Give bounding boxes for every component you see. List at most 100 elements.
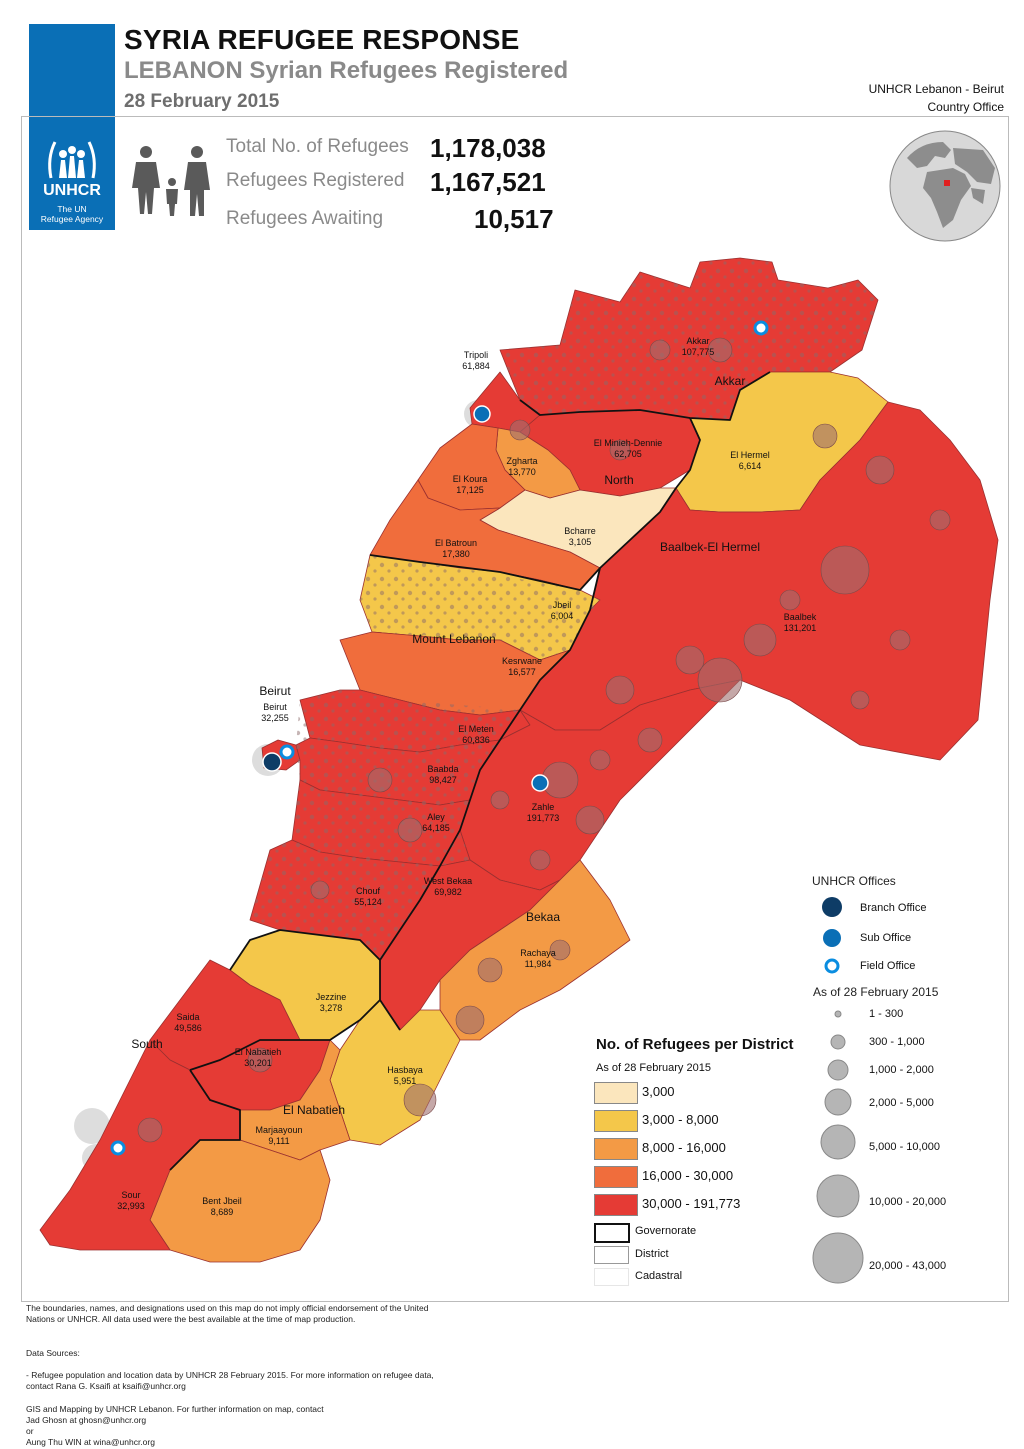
district-rachaya bbox=[439, 859, 631, 1041]
district-value: 6,004 bbox=[550, 611, 574, 621]
branch-office-label: Branch Office bbox=[860, 902, 927, 914]
district-bent-jbeil bbox=[149, 1139, 331, 1263]
family-icon bbox=[132, 146, 210, 216]
field-office-sour-icon[interactable] bbox=[110, 1140, 126, 1156]
district-label: Jbeil 6,004 bbox=[551, 600, 574, 622]
page-subtitle: LEBANON Syrian Refugees Registered bbox=[124, 57, 569, 84]
district-name: Beirut bbox=[263, 702, 287, 712]
district-label: Hasbaya 5,951 bbox=[387, 1065, 423, 1087]
district-label: West Bekaa 69,982 bbox=[424, 876, 472, 898]
district-label: El Batroun 17,380 bbox=[435, 538, 477, 560]
legend-label: 3,000 - 8,000 bbox=[642, 1112, 719, 1127]
district-name: Tripoli bbox=[463, 350, 489, 360]
district-label: El Meten 60,836 bbox=[458, 724, 494, 746]
offices-asof: As of 28 February 2015 bbox=[813, 985, 939, 999]
district-label: Baalbek 131,201 bbox=[784, 612, 817, 634]
size-class-6: 10,000 - 20,000 bbox=[869, 1196, 947, 1208]
logo-tag-1: The UN bbox=[57, 204, 87, 214]
district-value: 107,775 bbox=[681, 347, 715, 357]
district-value: 32,255 bbox=[261, 713, 289, 723]
offices-legend-title: UNHCR Offices bbox=[812, 874, 896, 888]
district-value: 62,705 bbox=[614, 449, 642, 459]
district-name: Kesrwane bbox=[501, 656, 543, 666]
district-value: 17,380 bbox=[442, 549, 470, 559]
legend-asof: As of 28 February 2015 bbox=[596, 1062, 711, 1074]
globe-inset bbox=[889, 130, 1001, 242]
field-office-beirut-icon[interactable] bbox=[279, 744, 295, 760]
sub-office-zahle-icon[interactable] bbox=[531, 774, 549, 792]
district-name: Rachaya bbox=[520, 948, 556, 958]
district-name: Bcharre bbox=[564, 526, 596, 536]
district-label: Bent Jbeil 8,689 bbox=[202, 1196, 242, 1218]
legend-title: No. of Refugees per District bbox=[596, 1036, 794, 1053]
district-label: Jezzine 3,278 bbox=[316, 992, 347, 1014]
district-swatch bbox=[594, 1246, 629, 1264]
district-label: Kesrwane 16,577 bbox=[502, 656, 542, 678]
legend-swatch bbox=[594, 1166, 638, 1188]
district-name: El Hermel bbox=[730, 450, 770, 460]
district-name: Jezzine bbox=[315, 992, 347, 1002]
district-label: Bcharre 3,105 bbox=[564, 526, 596, 548]
sub-office-label: Sub Office bbox=[860, 932, 912, 944]
unhcr-emblem-icon bbox=[48, 141, 96, 179]
field-office-akkar-icon[interactable] bbox=[753, 320, 769, 336]
district-name: Hasbaya bbox=[387, 1065, 423, 1075]
size-class-1: 1 - 300 bbox=[869, 1008, 904, 1020]
district-value: 3,105 bbox=[568, 537, 592, 547]
branch-office-beirut-icon[interactable] bbox=[262, 752, 282, 772]
district-label: Beirut 32,255 bbox=[261, 702, 289, 724]
district-label: Rachaya 11,984 bbox=[520, 948, 556, 970]
office-line-2: Country Office bbox=[927, 100, 1004, 114]
logo-tag-2: Refugee Agency bbox=[40, 214, 104, 224]
district-name: Chouf bbox=[355, 886, 381, 896]
district-label: Sour 32,993 bbox=[117, 1190, 145, 1212]
district-label: Akkar 107,775 bbox=[682, 336, 715, 358]
district-name: El Koura bbox=[452, 474, 488, 484]
sources-title: Data Sources: bbox=[26, 1348, 80, 1358]
district-value: 49,586 bbox=[174, 1023, 202, 1033]
sub-office-tripoli-icon[interactable] bbox=[473, 405, 491, 423]
size-legend-circles bbox=[812, 1010, 864, 1284]
district-name: Zgharta bbox=[506, 456, 538, 466]
lebanon-marker bbox=[944, 180, 950, 186]
legend-label: 8,000 - 16,000 bbox=[642, 1140, 726, 1155]
legend-swatch bbox=[594, 1138, 638, 1160]
district-value: 191,773 bbox=[526, 813, 560, 823]
district-label: Chouf 55,124 bbox=[354, 886, 382, 908]
district-label: El Koura 17,125 bbox=[453, 474, 488, 496]
district-name: Bent Jbeil bbox=[202, 1196, 242, 1206]
governorate-label: Governorate bbox=[635, 1225, 697, 1237]
gis-line-4: Aung Thu WIN at wina@unhcr.org bbox=[26, 1437, 155, 1447]
legend-swatch bbox=[594, 1082, 638, 1104]
field-office-icon bbox=[824, 958, 840, 974]
district-name: Baabda bbox=[427, 764, 459, 774]
district-value: 8,689 bbox=[210, 1207, 234, 1217]
cadastral-swatch bbox=[594, 1268, 629, 1286]
total-label: Total No. of Refugees bbox=[226, 136, 409, 157]
district-value: 3,278 bbox=[319, 1003, 343, 1013]
district-name: Jbeil bbox=[552, 600, 572, 610]
sub-office-icon bbox=[823, 929, 841, 947]
size-class-4: 2,000 - 5,000 bbox=[869, 1097, 934, 1109]
size-class-2: 300 - 1,000 bbox=[869, 1036, 925, 1048]
legend-label: 16,000 - 30,000 bbox=[642, 1168, 734, 1183]
district-label: Aley 64,185 bbox=[422, 812, 450, 834]
field-office-label: Field Office bbox=[860, 960, 916, 972]
gov-label-bekaa: Bekaa bbox=[525, 910, 561, 924]
total-value: 1,178,038 bbox=[430, 133, 546, 163]
cadastral-label: Cadastral bbox=[635, 1270, 683, 1282]
district-value: 9,111 bbox=[268, 1136, 290, 1146]
gov-label-south: South bbox=[131, 1037, 163, 1051]
district-name: El Meten bbox=[458, 724, 494, 734]
district-label: El Nabatieh 30,201 bbox=[235, 1047, 282, 1069]
district-label: District bbox=[635, 1248, 669, 1260]
office-markers bbox=[110, 320, 769, 1156]
gov-label-north: North bbox=[604, 473, 634, 487]
district-name: Zahle bbox=[531, 802, 555, 812]
gov-label-el-nabatieh: El Nabatieh bbox=[282, 1103, 346, 1117]
district-label: Zahle 191,773 bbox=[527, 802, 560, 824]
district-name: Aley bbox=[427, 812, 445, 822]
district-value: 6,614 bbox=[738, 461, 762, 471]
district-value: 64,185 bbox=[422, 823, 450, 833]
